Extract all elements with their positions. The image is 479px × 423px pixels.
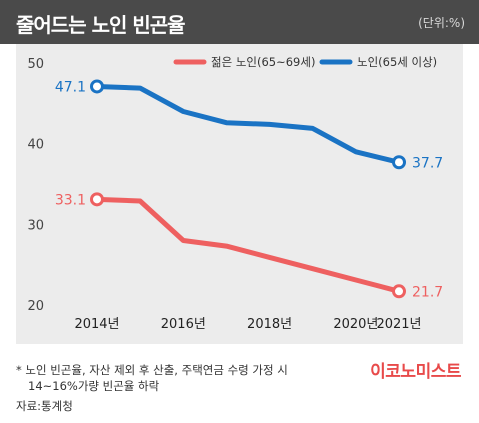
y-tick-label: 40 — [27, 138, 44, 153]
y-tick-label: 30 — [27, 218, 44, 233]
data-label: 37.7 — [412, 155, 443, 171]
x-tick-label: 2021년 — [376, 317, 421, 332]
x-tick-label: 2014년 — [74, 317, 119, 332]
footnote-line-1: * 노인 빈곤율, 자산 제외 후 산출, 주택연금 수령 가정 시 — [16, 363, 288, 377]
data-point-marker — [392, 284, 406, 299]
data-label: 21.7 — [412, 284, 443, 300]
unit-label: (단위:%) — [418, 16, 465, 30]
data-point-marker — [392, 155, 406, 170]
legend-label: 젊은 노인(65~69세) — [211, 55, 315, 69]
y-tick-label: 50 — [27, 57, 44, 72]
source-label: 자료:통계청 — [16, 399, 73, 413]
footnote-line-2: 14~16%가량 빈곤율 하락 — [28, 379, 160, 393]
data-label: 47.1 — [55, 79, 86, 95]
y-tick-label: 20 — [27, 299, 44, 314]
title-bar: 줄어드는 노인 빈곤율 (단위:%) — [0, 0, 479, 44]
chart-title: 줄어드는 노인 빈곤율 — [16, 13, 186, 37]
data-label: 33.1 — [55, 192, 86, 208]
legend-label: 노인(65세 이상) — [357, 55, 437, 69]
data-point-marker — [90, 79, 104, 94]
plot-area — [16, 44, 463, 344]
x-tick-label: 2016년 — [161, 317, 206, 332]
x-tick-label: 2018년 — [247, 317, 292, 332]
series-line — [94, 196, 402, 294]
x-tick-label: 2020년 — [333, 317, 378, 332]
brand-logo: 이코노미스트 — [370, 362, 461, 382]
series-line — [94, 84, 402, 165]
data-point-marker — [90, 192, 104, 207]
